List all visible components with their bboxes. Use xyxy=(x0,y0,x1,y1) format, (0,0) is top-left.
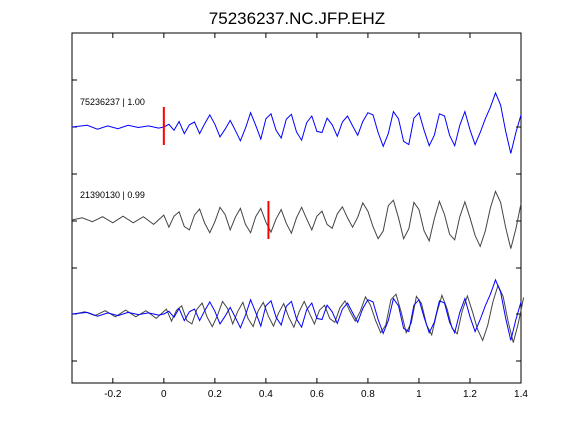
trace-2-waveform xyxy=(71,190,522,249)
x-tick-label: -0.2 xyxy=(104,389,122,400)
x-tick-label: 0.6 xyxy=(310,389,324,400)
x-tick-label: 1 xyxy=(416,389,422,400)
overlay-trace-2-waveform xyxy=(74,284,525,343)
x-tick-label: 0 xyxy=(161,389,167,400)
plot-area: -0.2 0 0.2 0.4 0.6 0.8 1 1.2 1.4 75236237 | 1.00 2… xyxy=(71,32,528,400)
x-tick-label: 0.2 xyxy=(208,389,222,400)
trace-1-label: 75236237 | 1.00 xyxy=(80,97,145,107)
plot-frame xyxy=(71,32,522,384)
trace-2-label: 21390130 | 0.99 xyxy=(80,190,145,200)
overlay-trace-1-waveform xyxy=(71,278,522,341)
chart-title: 75236237.NC.JFP.EHZ xyxy=(209,9,385,28)
x-tick-label: 1.4 xyxy=(514,389,528,400)
trace-1-waveform xyxy=(71,91,522,154)
x-tick-label: 1.2 xyxy=(463,389,477,400)
x-tick-label: 0.4 xyxy=(259,389,273,400)
x-tick-label: 0.8 xyxy=(361,389,375,400)
